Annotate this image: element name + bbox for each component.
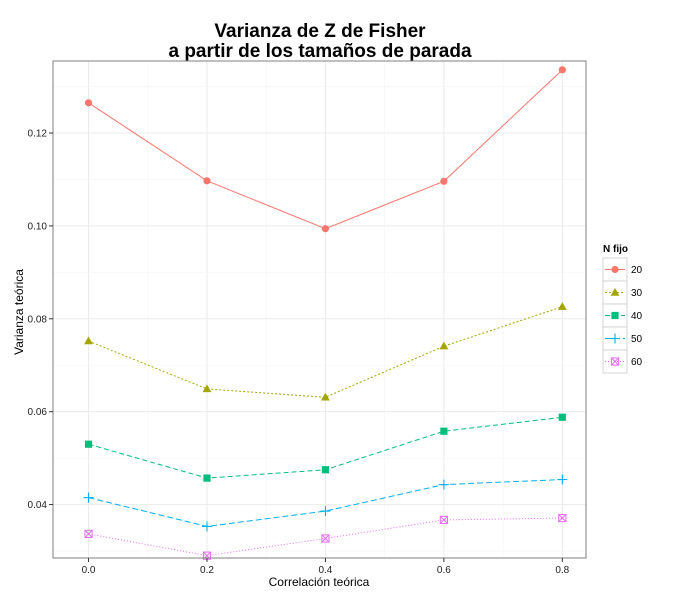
- legend-label: 50: [631, 334, 643, 345]
- legend-key-marker: [610, 357, 620, 366]
- y-tick-label: 0.06: [28, 407, 48, 418]
- x-tick-label: 0.8: [555, 565, 569, 576]
- data-point-30: [321, 392, 330, 401]
- legend-key-marker: [610, 333, 620, 344]
- data-point-30: [557, 302, 567, 310]
- y-tick-label: 0.08: [28, 314, 48, 325]
- legend-key-marker: [611, 311, 619, 320]
- legend-item-20: 20: [602, 257, 643, 282]
- legend-label: 40: [631, 311, 643, 322]
- data-point-50: [438, 479, 449, 490]
- legend-title: N fijo: [603, 244, 628, 255]
- data-point-20: [321, 225, 330, 233]
- chart-title-line-1: Varianza de Z de Fisher: [214, 21, 426, 42]
- y-tick-label: 0.04: [28, 500, 48, 511]
- x-tick-label: 0.6: [437, 565, 451, 576]
- x-tick-label: 0.2: [200, 565, 214, 576]
- x-tick-label: 0.4: [318, 565, 332, 576]
- data-point-30: [439, 341, 449, 350]
- legend-label: 30: [631, 288, 643, 299]
- data-point-20: [440, 177, 448, 185]
- series-line-50: [88, 479, 563, 527]
- chart-title-line-2: a partir de los tamaños de parada: [168, 41, 471, 62]
- data-point-60: [321, 534, 330, 543]
- series-line-30: [88, 306, 563, 398]
- data-point-30: [202, 384, 212, 393]
- data-point-50: [557, 474, 568, 485]
- data-point-50: [83, 492, 94, 503]
- data-point-40: [321, 466, 330, 474]
- legend-item-50: 50: [602, 326, 643, 351]
- data-point-20: [558, 66, 566, 74]
- data-point-60: [439, 515, 448, 525]
- y-tick-label: 0.10: [28, 221, 48, 232]
- legend-key-marker: [611, 265, 619, 274]
- data-point-20: [203, 177, 211, 185]
- data-point-50: [201, 521, 212, 532]
- data-point-60: [558, 513, 567, 523]
- x-tick-label: 0.0: [82, 565, 96, 576]
- legend-label: 20: [631, 265, 643, 276]
- data-point-50: [320, 506, 331, 517]
- legend-label: 60: [631, 357, 643, 368]
- plot-area: [53, 61, 586, 558]
- legend-item-40: 40: [602, 303, 643, 328]
- data-point-30: [84, 336, 93, 345]
- data-point-40: [203, 474, 211, 482]
- legend-item-30: 30: [602, 280, 643, 305]
- legend-item-60: 60: [602, 349, 643, 374]
- data-point-60: [84, 529, 93, 538]
- plot-border: [52, 60, 587, 559]
- data-point-20: [84, 99, 93, 107]
- data-point-40: [558, 413, 566, 421]
- data-point-40: [84, 440, 93, 448]
- x-axis-label: Correlación teórica: [269, 575, 370, 589]
- y-axis-label: Varianza teórica: [12, 269, 26, 355]
- data-point-40: [440, 427, 448, 435]
- legend-key-marker: [610, 287, 620, 296]
- y-tick-label: 0.12: [28, 128, 48, 139]
